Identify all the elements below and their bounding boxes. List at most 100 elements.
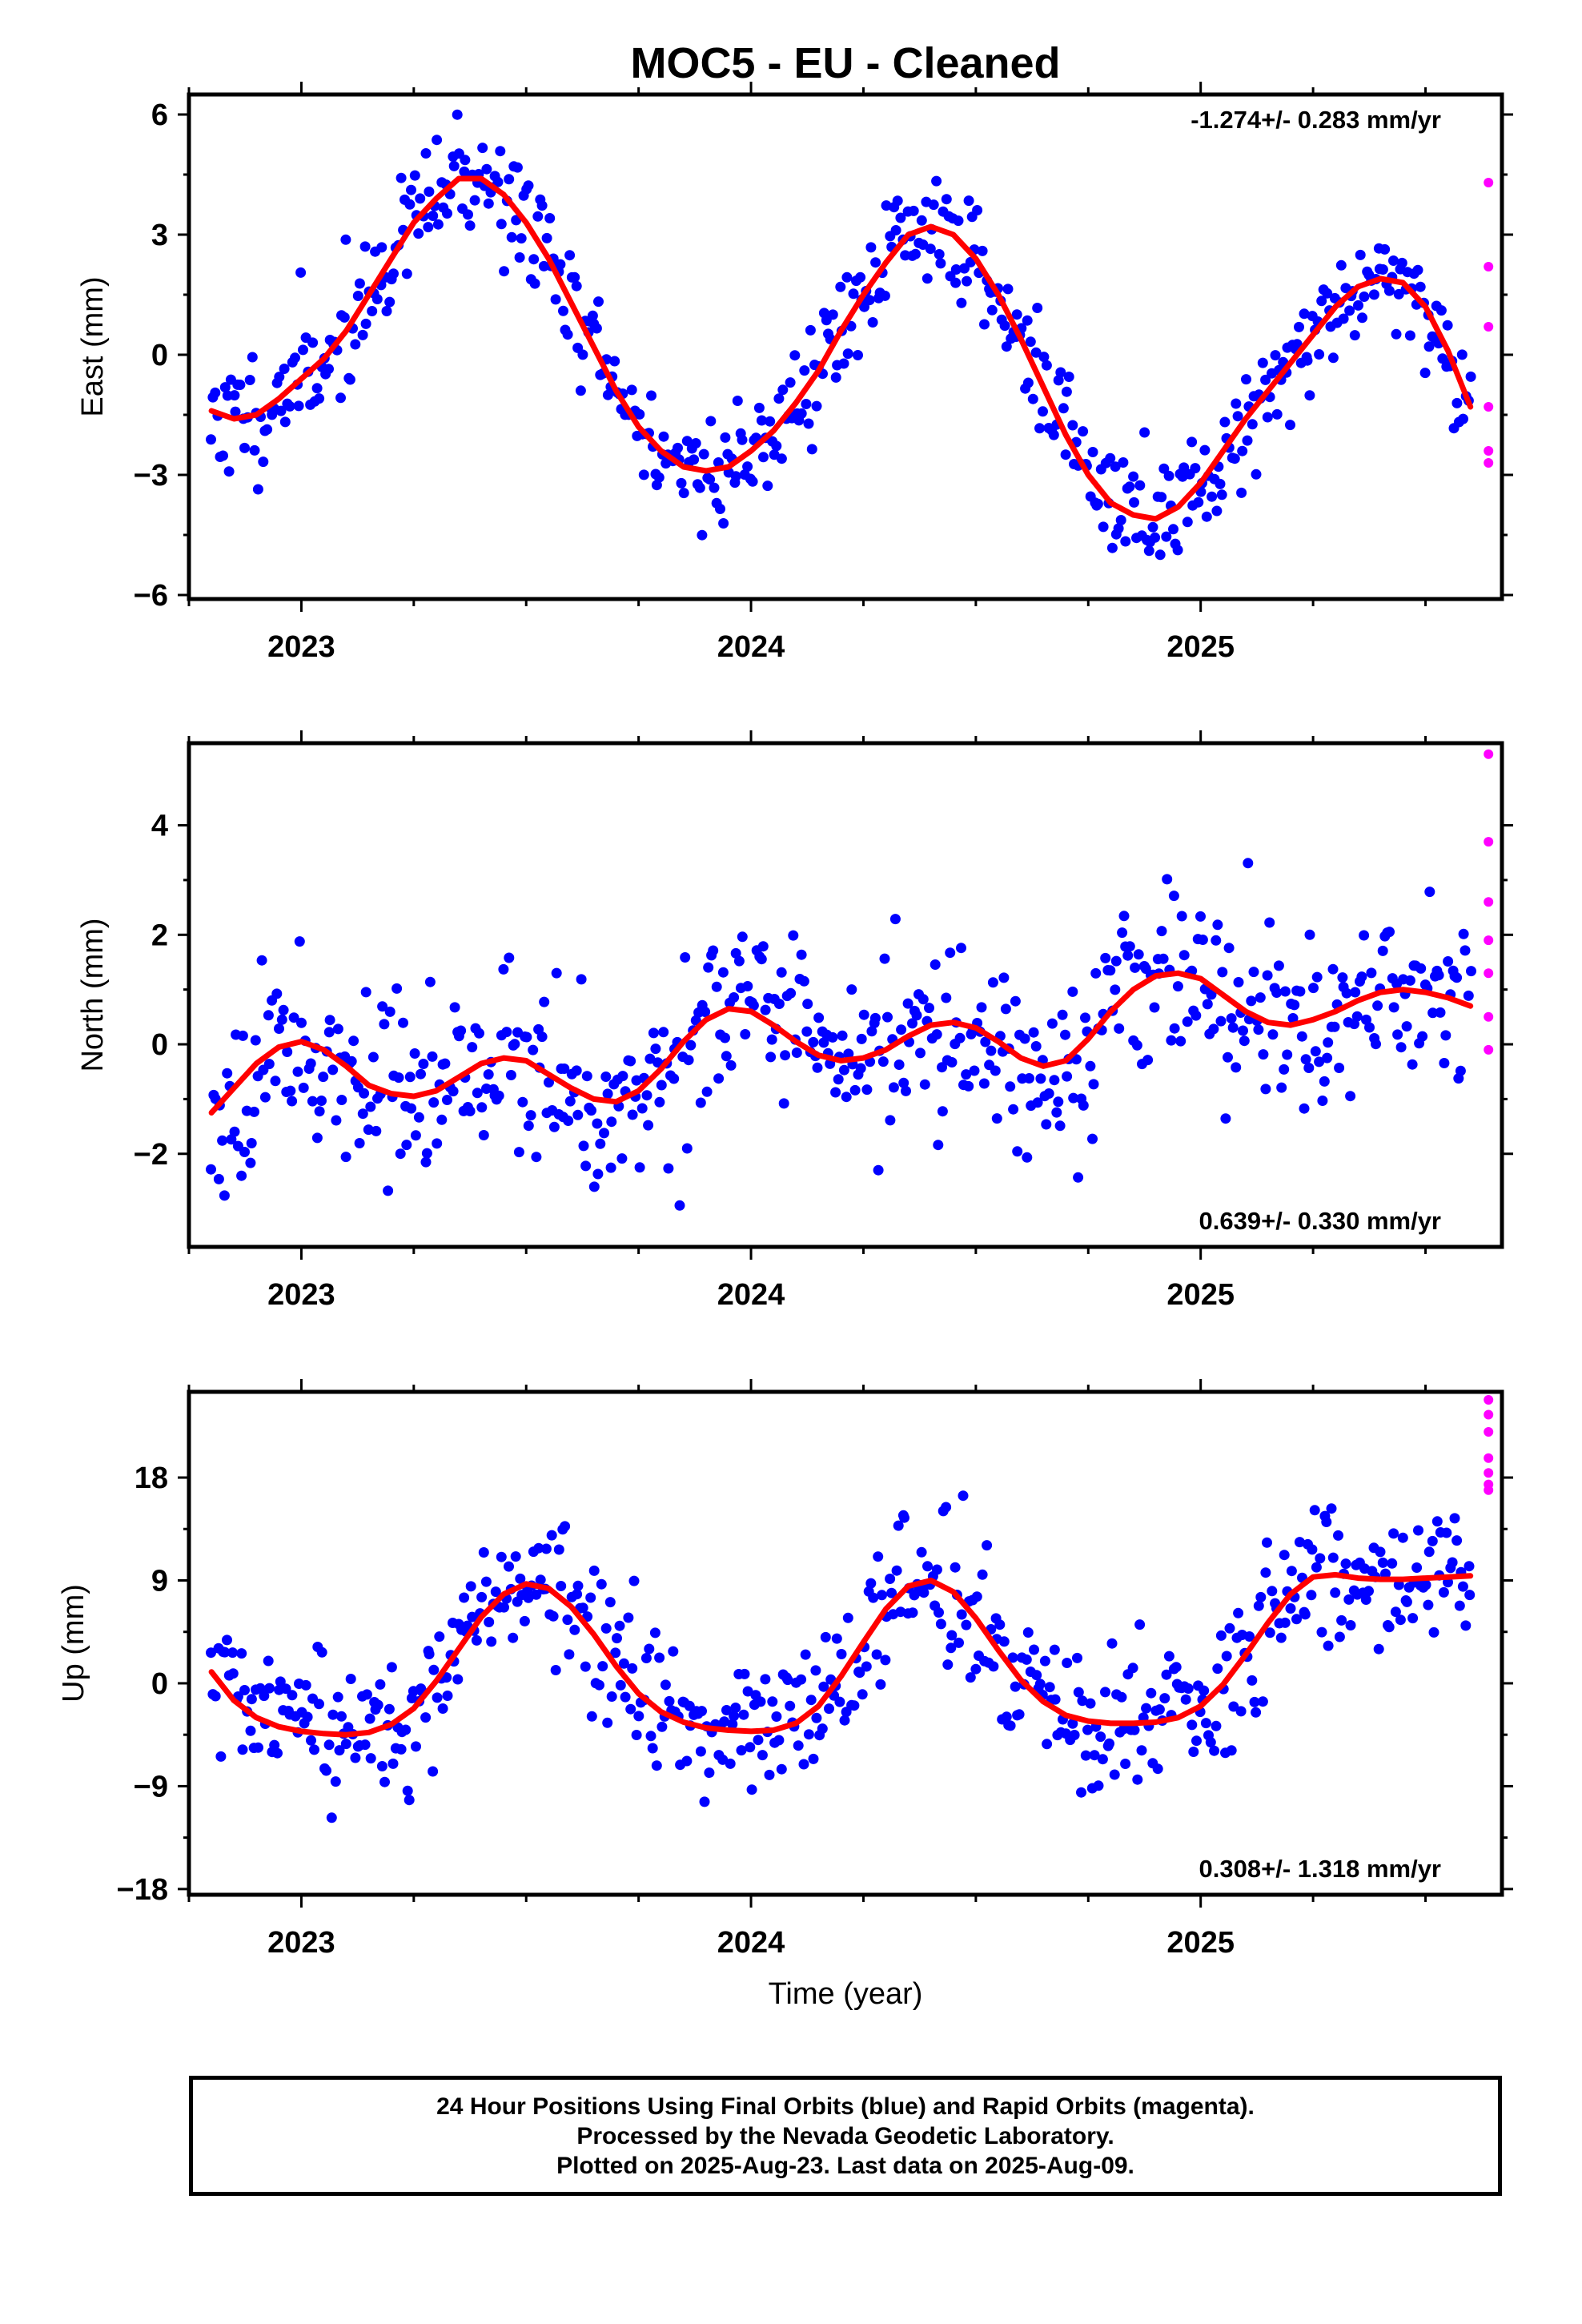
north-final-point xyxy=(580,1160,592,1172)
east-final-point xyxy=(931,175,942,187)
north-final-point xyxy=(861,1084,873,1096)
up-final-point xyxy=(459,1592,470,1603)
east-final-point xyxy=(415,193,426,204)
east-final-point xyxy=(1368,289,1379,300)
north-final-point xyxy=(1267,1029,1279,1040)
north-final-point xyxy=(685,1039,697,1051)
up-final-point xyxy=(222,1634,232,1646)
north-final-point xyxy=(282,1047,293,1057)
up-final-point xyxy=(965,1672,976,1683)
east-final-point xyxy=(360,318,371,329)
north-final-point xyxy=(669,1073,680,1084)
up-final-point xyxy=(428,1664,440,1675)
east-final-point xyxy=(956,297,967,308)
up-final-point xyxy=(594,1679,604,1691)
north-final-point xyxy=(858,1009,869,1020)
north-final-point xyxy=(1212,919,1223,931)
up-final-point xyxy=(1097,1754,1108,1765)
up-final-point xyxy=(1315,1553,1326,1564)
north-final-point xyxy=(1169,1023,1180,1034)
up-final-point xyxy=(857,1689,868,1700)
east-final-point xyxy=(765,416,776,427)
north-final-point xyxy=(837,1030,848,1041)
north-final-point xyxy=(1377,945,1388,956)
north-final-point xyxy=(1172,981,1183,992)
north-final-point xyxy=(919,1079,930,1090)
east-final-point xyxy=(1465,371,1476,382)
east-final-point xyxy=(602,389,613,400)
north-ytick-label: 2 xyxy=(151,919,168,952)
up-final-point xyxy=(1044,1682,1055,1693)
north-final-point xyxy=(1024,1073,1034,1084)
north-final-point xyxy=(1255,992,1266,1003)
east-final-point xyxy=(1134,480,1146,491)
north-final-point xyxy=(1248,967,1259,978)
up-final-points xyxy=(206,1490,1476,1823)
north-final-point xyxy=(1388,1002,1399,1013)
north-final-point xyxy=(1359,930,1370,941)
north-final-point xyxy=(336,1095,347,1105)
up-final-point xyxy=(956,1609,967,1620)
east-final-point xyxy=(298,344,308,356)
east-final-point xyxy=(550,294,561,305)
north-final-point xyxy=(1110,984,1121,995)
east-final-point xyxy=(953,215,964,227)
north-final-point xyxy=(866,1026,877,1037)
up-final-point xyxy=(1253,1600,1264,1611)
east-final-point xyxy=(339,312,350,323)
north-xtick-label: 2023 xyxy=(267,1278,335,1312)
north-final-point xyxy=(634,1162,645,1173)
east-final-point xyxy=(1442,320,1453,331)
north-final-point xyxy=(1162,874,1173,885)
north-final-point xyxy=(954,1032,966,1043)
north-final-point xyxy=(576,974,587,985)
north-fit-line xyxy=(208,970,1474,1116)
north-final-point xyxy=(278,1004,289,1015)
east-final-point xyxy=(1067,420,1078,431)
north-final-point xyxy=(742,981,753,991)
up-final-point xyxy=(1089,1750,1100,1761)
north-final-point xyxy=(1233,977,1244,987)
east-final-point xyxy=(249,444,260,456)
north-final-point xyxy=(1310,1046,1321,1057)
east-final-point xyxy=(1001,341,1012,352)
up-final-point xyxy=(535,1574,546,1586)
up-xtick-label: 2025 xyxy=(1166,1926,1235,1960)
east-final-point xyxy=(1377,264,1388,275)
east-final-point xyxy=(1435,305,1447,316)
north-xtick-label: 2025 xyxy=(1166,1278,1235,1312)
north-final-point xyxy=(367,1051,379,1063)
north-final-point xyxy=(1049,1075,1060,1086)
up-final-point xyxy=(1363,1586,1374,1597)
north-final-point xyxy=(725,1059,737,1071)
up-rapid-point xyxy=(1484,1485,1494,1495)
up-final-point xyxy=(699,1796,710,1807)
up-final-point xyxy=(1127,1663,1138,1674)
east-final-point xyxy=(1053,375,1064,386)
east-final-point xyxy=(626,384,637,396)
east-final-point xyxy=(323,364,334,375)
up-rapid-points xyxy=(1484,1395,1494,1495)
up-final-point xyxy=(719,1716,730,1727)
north-rapid-point xyxy=(1484,1011,1494,1022)
east-final-point xyxy=(1011,309,1022,320)
east-final-point xyxy=(1038,352,1050,363)
east-final-point xyxy=(673,442,683,453)
east-final-point xyxy=(1219,416,1231,428)
up-final-point xyxy=(302,1711,313,1723)
north-final-point xyxy=(249,1106,259,1117)
up-final-point xyxy=(1152,1763,1163,1775)
north-final-point xyxy=(1000,1003,1011,1015)
up-final-point xyxy=(1228,1701,1239,1712)
east-final-point xyxy=(910,248,921,259)
up-final-point xyxy=(569,1624,580,1635)
up-final-point xyxy=(820,1631,831,1642)
north-final-point xyxy=(879,953,890,964)
north-final-point xyxy=(606,1116,617,1128)
up-final-point xyxy=(873,1551,884,1562)
north-final-point xyxy=(1035,1073,1046,1084)
east-final-point xyxy=(1247,419,1258,430)
east-rapid-point xyxy=(1484,322,1494,332)
east-final-point xyxy=(709,482,720,493)
east-final-point xyxy=(1124,481,1135,493)
